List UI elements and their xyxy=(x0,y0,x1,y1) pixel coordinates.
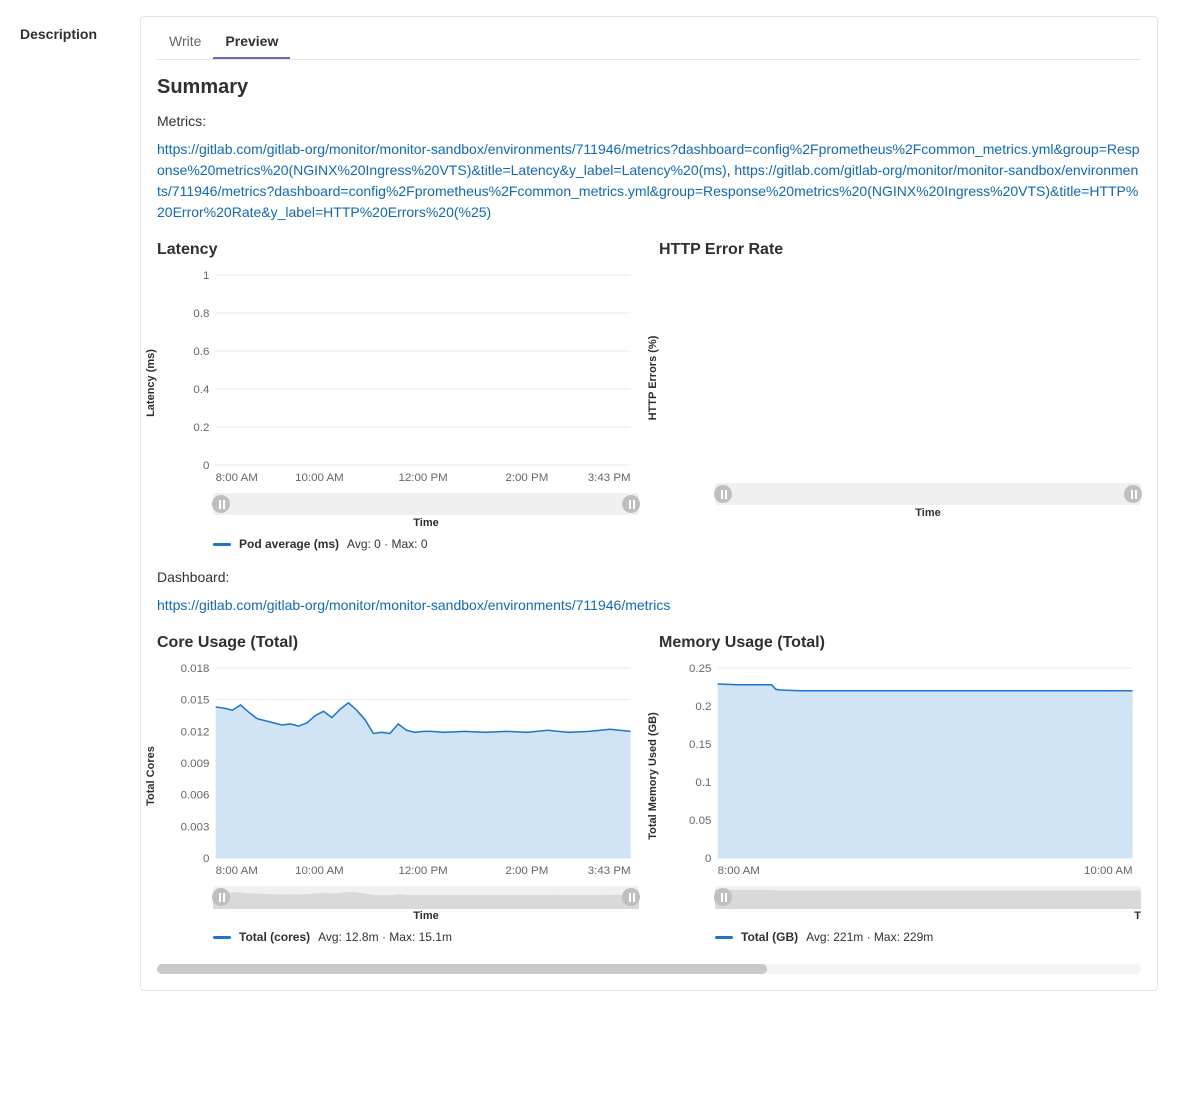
metrics-links: https://gitlab.com/gitlab-org/monitor/mo… xyxy=(157,139,1141,223)
svg-text:3:43 PM: 3:43 PM xyxy=(588,865,631,877)
svg-text:0.018: 0.018 xyxy=(181,663,210,675)
svg-text:0.006: 0.006 xyxy=(181,790,210,802)
svg-text:0.1: 0.1 xyxy=(695,777,711,789)
legend-stats: Avg: 12.8m · Max: 15.1m xyxy=(318,930,452,944)
chart-core-legend: Total (cores) Avg: 12.8m · Max: 15.1m xyxy=(213,930,639,944)
legend-name: Total (cores) xyxy=(239,930,310,944)
svg-text:8:00 AM: 8:00 AM xyxy=(216,472,258,484)
chart-http-error-title: HTTP Error Rate xyxy=(659,241,1141,259)
chart-latency-xlabel: Time xyxy=(213,517,639,529)
chart-core-title: Core Usage (Total) xyxy=(157,634,639,652)
slider-handle-left[interactable] xyxy=(212,888,230,906)
legend-stats: Avg: 0 · Max: 0 xyxy=(347,537,427,551)
dashboard-label: Dashboard: xyxy=(157,569,1141,585)
svg-text:0.15: 0.15 xyxy=(689,739,711,751)
editor-tabs: Write Preview xyxy=(157,25,1141,60)
legend-swatch xyxy=(213,936,231,939)
svg-text:0.012: 0.012 xyxy=(181,727,210,739)
slider-handle-right[interactable] xyxy=(622,888,640,906)
chart-memory-svg: 0 0.05 0.1 0.15 0.2 0.25 8:00 AM 10:00 AM xyxy=(659,660,1141,880)
slider-handle-right[interactable] xyxy=(622,495,640,513)
svg-text:8:00 AM: 8:00 AM xyxy=(216,865,258,877)
tab-preview[interactable]: Preview xyxy=(213,25,290,59)
scrollbar-thumb[interactable] xyxy=(157,964,767,974)
svg-text:0.2: 0.2 xyxy=(695,701,711,713)
chart-memory-slider[interactable] xyxy=(715,886,1141,908)
svg-text:1: 1 xyxy=(203,270,209,282)
svg-text:0.6: 0.6 xyxy=(193,346,209,358)
description-label: Description xyxy=(20,26,140,42)
horizontal-scrollbar[interactable] xyxy=(157,964,1141,974)
chart-core-ylabel: Total Cores xyxy=(145,746,157,806)
svg-text:12:00 PM: 12:00 PM xyxy=(399,865,448,877)
chart-core-svg: 0 0.003 0.006 0.009 0.012 0.015 0.018 8:00 AM 10… xyxy=(157,660,639,880)
tab-write[interactable]: Write xyxy=(157,25,213,59)
slider-handle-left[interactable] xyxy=(714,888,732,906)
chart-latency: Latency Latency (ms) 00.20.40.60.818:00 … xyxy=(157,241,639,551)
chart-latency-ylabel: Latency (ms) xyxy=(145,349,157,417)
slider-handle-left[interactable] xyxy=(714,485,732,503)
svg-text:0: 0 xyxy=(203,460,209,472)
svg-text:0: 0 xyxy=(705,853,711,865)
svg-text:10:00 AM: 10:00 AM xyxy=(295,472,344,484)
summary-heading: Summary xyxy=(157,76,1141,99)
chart-core-slider[interactable] xyxy=(213,886,639,908)
svg-text:12:00 PM: 12:00 PM xyxy=(399,472,448,484)
metrics-label: Metrics: xyxy=(157,113,1141,129)
chart-latency-title: Latency xyxy=(157,241,639,259)
chart-memory-xlabel: T xyxy=(715,910,1141,922)
chart-memory-usage: Memory Usage (Total) Total Memory Used (… xyxy=(659,634,1141,944)
chart-memory-title: Memory Usage (Total) xyxy=(659,634,1141,652)
svg-text:0.2: 0.2 xyxy=(193,422,209,434)
svg-text:0.015: 0.015 xyxy=(181,695,210,707)
svg-text:0.8: 0.8 xyxy=(193,308,209,320)
svg-text:0.05: 0.05 xyxy=(689,815,711,827)
svg-text:10:00 AM: 10:00 AM xyxy=(295,865,344,877)
svg-text:0.003: 0.003 xyxy=(181,822,210,834)
chart-memory-legend: Total (GB) Avg: 221m · Max: 229m xyxy=(715,930,1141,944)
chart-http-error-ylabel: HTTP Errors (%) xyxy=(647,336,659,421)
legend-stats: Avg: 221m · Max: 229m xyxy=(806,930,933,944)
svg-text:0: 0 xyxy=(203,853,209,865)
chart-latency-legend: Pod average (ms) Avg: 0 · Max: 0 xyxy=(213,537,639,551)
chart-http-error: HTTP Error Rate HTTP Errors (%) Time xyxy=(659,241,1141,551)
chart-http-error-slider[interactable] xyxy=(715,483,1141,505)
svg-text:2:00 PM: 2:00 PM xyxy=(505,472,548,484)
svg-text:2:00 PM: 2:00 PM xyxy=(505,865,548,877)
svg-text:8:00 AM: 8:00 AM xyxy=(718,865,760,877)
svg-text:10:00 AM: 10:00 AM xyxy=(1084,865,1133,877)
description-panel: Write Preview Summary Metrics: https://g… xyxy=(140,16,1158,991)
chart-core-xlabel: Time xyxy=(213,910,639,922)
slider-handle-left[interactable] xyxy=(212,495,230,513)
chart-memory-ylabel: Total Memory Used (GB) xyxy=(647,712,659,840)
chart-latency-svg: 0 0.2 0.4 0.6 0.8 1 8:00 AM 10:00 AM 12:00 PM 2:0… xyxy=(157,267,639,487)
legend-name: Pod average (ms) xyxy=(239,537,339,551)
slider-handle-right[interactable] xyxy=(1124,485,1142,503)
legend-swatch xyxy=(715,936,733,939)
svg-text:0.4: 0.4 xyxy=(193,384,209,396)
legend-name: Total (GB) xyxy=(741,930,798,944)
slider-mini-chart xyxy=(715,888,1141,909)
slider-mini-chart xyxy=(213,888,639,909)
chart-http-error-xlabel: Time xyxy=(715,507,1141,519)
chart-core-usage: Core Usage (Total) Total Cores 00.0030.0… xyxy=(157,634,639,944)
svg-text:0.25: 0.25 xyxy=(689,663,711,675)
legend-swatch xyxy=(213,543,231,546)
svg-text:3:43 PM: 3:43 PM xyxy=(588,472,631,484)
chart-latency-slider[interactable] xyxy=(213,493,639,515)
svg-text:0.009: 0.009 xyxy=(181,758,210,770)
dashboard-link[interactable]: https://gitlab.com/gitlab-org/monitor/mo… xyxy=(157,597,670,613)
